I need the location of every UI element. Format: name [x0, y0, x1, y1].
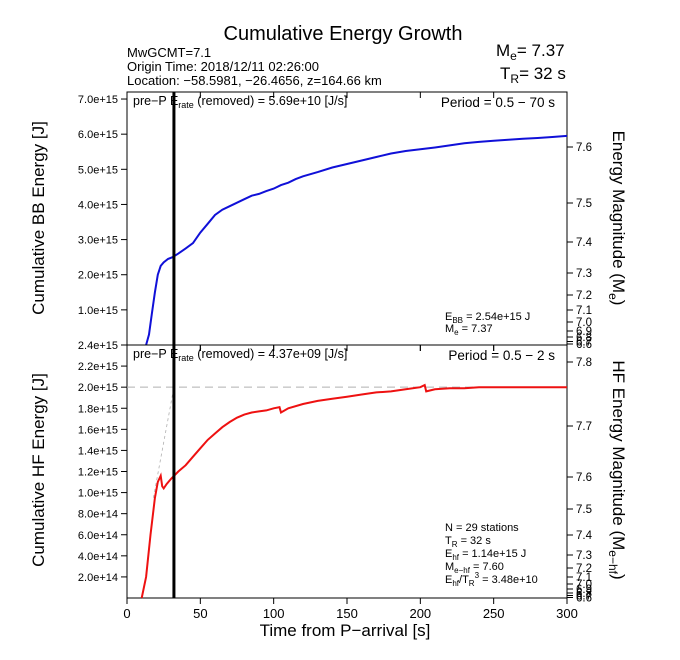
hf-y-tick-label: 1.4e+15 — [78, 445, 118, 457]
hf-mag-tick-label: 7.3 — [576, 550, 592, 562]
hf-y-tick-label: 1.2e+15 — [78, 467, 118, 479]
bb-energy-panel: 1.0e+15 2.0e+15 3.0e+15 4.0e+15 5.0e+15 6.0e+… — [29, 91, 628, 351]
x-axis-label: Time from P−arrival [s] — [260, 621, 431, 640]
bb-me-text: Me = 7.37 — [445, 323, 493, 337]
hf-y-tick-label: 2.0e+14 — [78, 572, 118, 584]
hf-y-tick-label: 1.0e+15 — [78, 488, 118, 500]
hf-mag-tick-label: 7.2 — [576, 563, 592, 575]
hf-y-tick-label: 2.4e+15 — [78, 340, 118, 352]
x-tick-label: 50 — [193, 606, 207, 621]
hf-energy-panel: 2.0e+14 4.0e+14 6.0e+14 8.0e+14 1.0e+15 1.2e+… — [29, 340, 628, 621]
x-tick-label: 0 — [123, 606, 130, 621]
bb-mag-tick-label: 7.3 — [576, 268, 592, 280]
bb-mag-tick-label: 7.6 — [576, 142, 592, 154]
hf-magnitude-axis-ticks: 6.66.76.86.97.07.17.27.3 7.4 7.5 7.6 7.7 7.8 — [567, 357, 593, 605]
hf-mag-tick-label: 7.7 — [576, 421, 592, 433]
hf-y-axis-ticks: 2.0e+14 4.0e+14 6.0e+14 8.0e+14 1.0e+15 1.2e+… — [78, 340, 127, 584]
hf-n-stations-text: N = 29 stations — [445, 522, 519, 534]
hf-mag-tick-label: 6.8 — [576, 588, 592, 600]
hf-period-text: Period = 0.5 − 2 s — [448, 348, 555, 363]
bb-ebb-text: EBB = 2.54e+15 J — [445, 311, 530, 325]
figure-title: Cumulative Energy Growth — [224, 23, 463, 45]
bb-mag-tick-label: 7.0 — [576, 317, 592, 329]
x-tick-label: 100 — [263, 606, 285, 621]
hf-mag-tick-label: 7.8 — [576, 357, 592, 369]
bb-mag-tick-label: 6.7 — [576, 337, 592, 349]
bb-y-axis-label: Cumulative BB Energy [J] — [29, 121, 48, 315]
hf-mag-tick-label: 7.0 — [576, 579, 592, 591]
location-text: Location: −58.5981, −26.4656, z=164.66 k… — [127, 73, 382, 88]
bb-mag-tick-label: 7.1 — [576, 305, 592, 317]
hf-mag-tick-label: 7.4 — [576, 530, 593, 542]
hf-mag-tick-label: 6.9 — [576, 584, 592, 596]
x-tick-label: 300 — [556, 606, 578, 621]
bb-magnitude-axis-ticks: 6.66.76.86.97.07.1 7.2 7.3 7.4 7.5 7.6 — [567, 142, 593, 351]
header-me: Me= 7.37 — [496, 41, 565, 63]
hf-y-tick-label: 4.0e+14 — [78, 551, 118, 563]
hf-tr-text: TR = 32 s — [445, 535, 491, 549]
hf-mehf-text: Me−hf = 7.60 — [445, 561, 504, 575]
bb-mag-tick-label: 7.4 — [576, 237, 593, 249]
bb-mag-tick-label: 6.8 — [576, 332, 592, 344]
bb-y-tick-label: 7.0e+15 — [78, 94, 118, 106]
hf-mag-tick-label: 7.1 — [576, 572, 592, 584]
hf-ratio-text: Ehf/TR3 = 3.48e+10 — [445, 571, 538, 588]
hf-energy-series-line — [140, 383, 567, 599]
hf-x-axis-ticks: 0 50 100 150 200 250 300 — [123, 345, 578, 621]
bb-mag-tick-label: 7.2 — [576, 290, 592, 302]
bb-magnitude-axis-label: Energy Magnitude (Me) — [606, 131, 628, 306]
bb-period-text: Period = 0.5 − 70 s — [441, 95, 555, 110]
hf-y-tick-label: 2.2e+15 — [78, 361, 118, 373]
hf-magnitude-axis-label: HF Energy Magnitude (Me−hf) — [606, 360, 628, 579]
bb-y-axis-ticks: 1.0e+15 2.0e+15 3.0e+15 4.0e+15 5.0e+15 6.0e+… — [78, 94, 127, 317]
hf-y-tick-label: 1.8e+15 — [78, 403, 118, 415]
bb-mag-tick-label: 7.5 — [576, 198, 592, 210]
hf-y-tick-label: 8.0e+14 — [78, 509, 118, 521]
hf-mag-tick-label: 7.5 — [576, 504, 592, 516]
bb-y-tick-label: 1.0e+15 — [78, 305, 118, 317]
x-tick-label: 200 — [409, 606, 431, 621]
hf-mag-tick-label: 6.7 — [576, 591, 592, 603]
bb-mag-tick-label: 6.6 — [576, 339, 592, 351]
origin-time-text: Origin Time: 2018/12/11 02:26:00 — [127, 59, 319, 74]
bb-y-tick-label: 5.0e+15 — [78, 164, 118, 176]
bb-y-tick-label: 3.0e+15 — [78, 235, 118, 247]
bb-y-tick-label: 4.0e+15 — [78, 199, 118, 211]
header-tr: TR= 32 s — [500, 64, 566, 86]
mw-gcmt-text: MwGCMT=7.1 — [127, 45, 211, 60]
hf-y-tick-label: 1.6e+15 — [78, 424, 118, 436]
bb-mag-tick-label: 6.9 — [576, 326, 592, 338]
hf-y-tick-label: 2.0e+15 — [78, 382, 118, 394]
bb-y-tick-label: 6.0e+15 — [78, 129, 118, 141]
bb-energy-series-line — [145, 134, 568, 346]
hf-tr-guide-line — [153, 387, 175, 498]
hf-prep-rate-text: pre−P Erate (removed) = 4.37e+09 [J/s] — [133, 347, 347, 363]
bb-prep-rate-text: pre−P Erate (removed) = 5.69e+10 [J/s] — [133, 94, 347, 110]
hf-mag-tick-label: 7.6 — [576, 472, 592, 484]
x-tick-label: 250 — [483, 606, 505, 621]
hf-y-axis-label: Cumulative HF Energy [J] — [29, 373, 48, 567]
hf-ehf-text: Ehf = 1.14e+15 J — [445, 548, 526, 562]
hf-mag-tick-label: 6.6 — [576, 593, 592, 605]
bb-y-tick-label: 2.0e+15 — [78, 270, 118, 282]
bb-panel-frame — [126, 91, 568, 346]
hf-y-tick-label: 6.0e+14 — [78, 530, 118, 542]
x-tick-label: 150 — [336, 606, 358, 621]
